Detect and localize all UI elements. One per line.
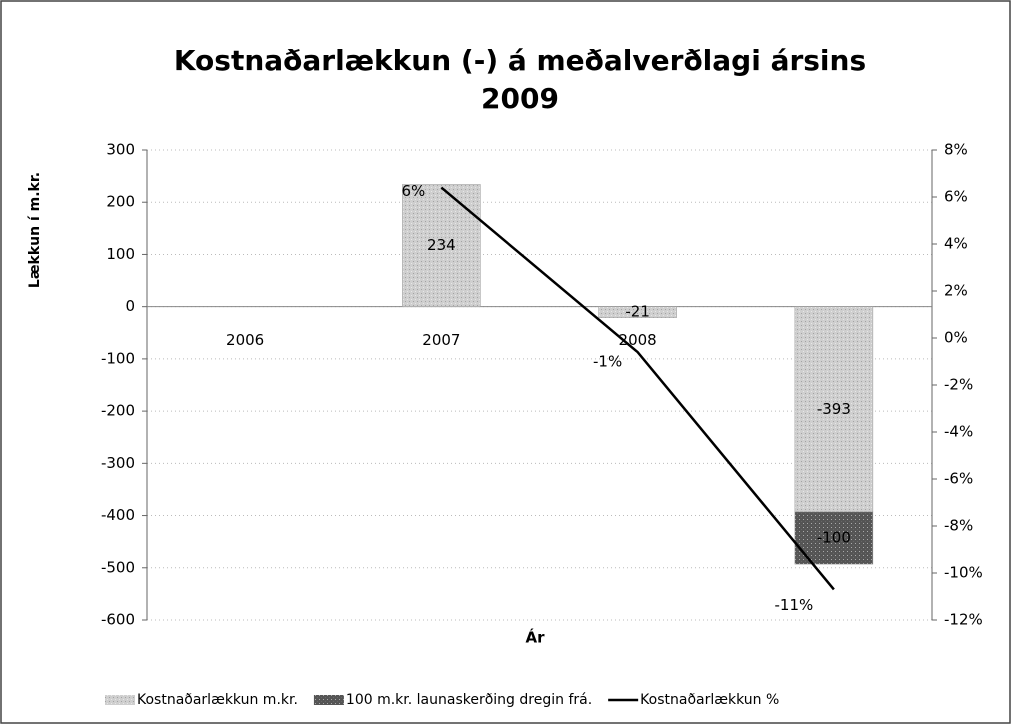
y2-tick-label: -8% (944, 517, 973, 535)
y2-tick-label: 0% (944, 329, 968, 347)
line-value-label: 6% (401, 182, 425, 200)
bar (598, 306, 677, 318)
bar (402, 184, 481, 307)
bar-value-label: 234 (427, 236, 456, 254)
y-tick-label: -100 (101, 349, 135, 367)
y-tick-label: 200 (106, 193, 135, 211)
y2-tick-label: 8% (944, 141, 968, 159)
y-tick-label: -600 (101, 611, 135, 629)
legend-label: Kostnaðarlækkun % (640, 692, 779, 708)
y2-tick-label: -2% (944, 376, 973, 394)
y-tick-label: -300 (101, 454, 135, 472)
bar (794, 306, 874, 513)
line-value-label: -11% (774, 596, 813, 614)
chart-title: Kostnaðarlækkun (-) á meðalverðlagi ársi… (174, 44, 866, 115)
line-value-label: -1% (593, 353, 622, 371)
y-tick-label: 300 (106, 141, 135, 159)
y2-tick-label: -10% (944, 564, 983, 582)
y-tick-label: -400 (101, 506, 135, 524)
legend-label: 100 m.kr. launaskerðing dregin frá. (346, 692, 592, 708)
legend-label: Kostnaðarlækkun m.kr. (137, 692, 298, 708)
bar (794, 511, 874, 565)
bar-value-label: -21 (625, 303, 650, 321)
x-tick-label: 2006 (226, 331, 264, 349)
y2-tick-label: 4% (944, 235, 968, 253)
x-axis-label: Ár (525, 628, 545, 647)
bar-value-label: -100 (817, 529, 851, 547)
y-axis-label: Lækkun í m.kr. (27, 172, 43, 288)
y2-tick-label: 6% (944, 188, 968, 206)
y-tick-label: -200 (101, 402, 135, 420)
y2-tick-label: 2% (944, 282, 968, 300)
y-tick-label: -500 (101, 558, 135, 576)
y2-tick-label: -12% (944, 611, 983, 629)
y-tick-label: 100 (106, 245, 135, 263)
y-tick-label: 0 (125, 297, 135, 315)
bar-value-label: -393 (817, 400, 851, 418)
line (440, 186, 835, 591)
x-tick-label: 2007 (422, 331, 460, 349)
legend-swatch (313, 695, 344, 705)
legend-swatch (105, 695, 135, 705)
y2-tick-label: -6% (944, 470, 973, 488)
y2-tick-label: -4% (944, 423, 973, 441)
